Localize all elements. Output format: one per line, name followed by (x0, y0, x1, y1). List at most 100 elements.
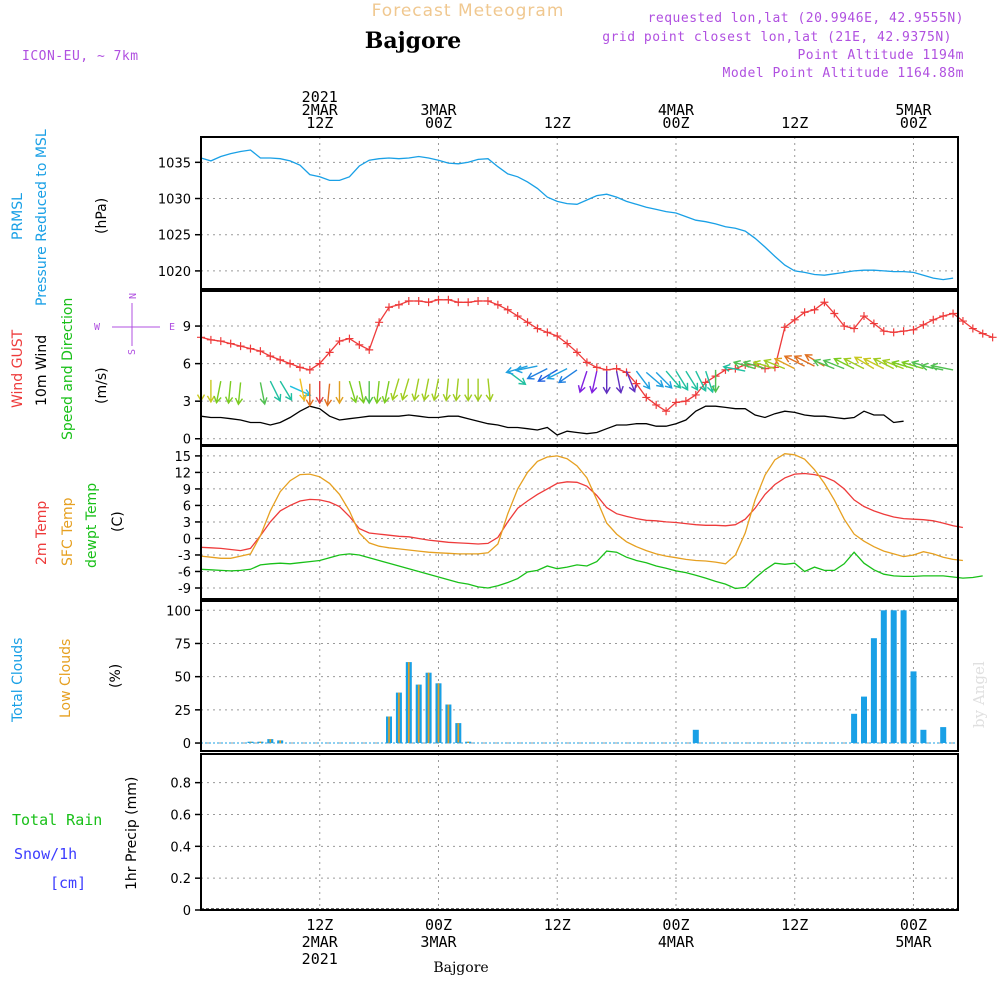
y-tick-label: 0 (183, 737, 191, 752)
wind-direction-arrow (763, 358, 786, 370)
total-cloud-bar (890, 610, 897, 743)
wind-direction-arrow (695, 370, 707, 393)
wind-direction-arrow (881, 358, 904, 370)
precip-panel: 0 0.2 0.4 0.6 0.8 (170, 753, 959, 919)
gust-marker (879, 327, 888, 336)
gust-marker (820, 298, 829, 307)
gust-marker (968, 324, 977, 333)
wind-direction-arrow (464, 378, 473, 402)
wind-direction-arrow (655, 371, 673, 389)
gust-marker (325, 348, 334, 357)
gust-marker (919, 320, 928, 329)
gust-marker (493, 300, 502, 309)
gust-marker (246, 344, 255, 353)
y-tick-label: 1035 (158, 156, 191, 171)
gust-marker (305, 365, 314, 374)
gust-marker (850, 324, 859, 333)
gust-marker (949, 309, 958, 318)
gust-marker (830, 309, 839, 318)
wind-label-gust: Wind GUST (10, 329, 26, 408)
gust-marker (424, 298, 433, 307)
y-tick-label: 3 (183, 395, 191, 410)
wind-direction-arrow (930, 362, 954, 371)
wind-direction-arrow (711, 369, 720, 394)
wind-direction-arrow (348, 380, 359, 404)
total-cloud-bar (851, 713, 858, 743)
top-axis-label: 5MAR (895, 101, 932, 119)
wind-direction-arrow (213, 380, 222, 405)
gust-marker (632, 379, 641, 388)
gust-marker (315, 359, 324, 368)
y-tick-label: 50 (174, 671, 191, 686)
pressure-labels: PRMSL Pressure Reduced to MSL (hPa) (10, 129, 110, 306)
y-tick-label: 0 (183, 433, 191, 448)
wind-direction-arrow (269, 380, 282, 403)
gust-marker (216, 337, 225, 346)
gust-marker (889, 328, 898, 337)
y-tick-label: 9 (183, 320, 191, 335)
pressure-label-1: PRMSL (10, 193, 26, 240)
y-tick-label: 0.8 (170, 777, 191, 792)
gust-marker (335, 337, 344, 346)
wind-direction-arrow (289, 385, 312, 397)
gust-marker (414, 297, 423, 306)
clouds-panel: 0 25 50 75 100 (166, 600, 959, 752)
low-cloud-bar (437, 683, 440, 743)
wind-direction-arrow (732, 360, 756, 370)
wind-direction-arrow (335, 381, 344, 405)
gust-marker (573, 348, 582, 357)
temp-label-sfc: SFC Temp (60, 497, 76, 566)
top-axis-label: 00Z (900, 114, 927, 132)
wind-direction-arrow (812, 358, 835, 370)
cloud-labels: Total Clouds Low Clouds (%) (10, 638, 124, 723)
top-axis-label: 00Z (425, 114, 452, 132)
model-name: ICON-EU, ~ 7km (22, 49, 139, 64)
total-cloud-bar (920, 729, 927, 744)
wind-direction-arrow (452, 378, 461, 402)
product-title: Forecast Meteogram (372, 1, 565, 21)
top-axis-label: 4MAR (658, 101, 695, 119)
gust-marker (523, 318, 532, 327)
wind-panel: 0 3 6 9 (183, 290, 997, 448)
wind-direction-arrow (315, 381, 324, 405)
gust-marker (909, 325, 918, 334)
gust-marker (691, 390, 700, 399)
pressure-label-2: Pressure Reduced to MSL (34, 129, 50, 306)
gust-marker (454, 298, 463, 307)
gust-marker (859, 312, 868, 321)
top-axis-label: 00Z (662, 114, 689, 132)
wind-direction-arrow (752, 360, 776, 370)
wind-direction-arrow (299, 378, 308, 402)
gust-marker (276, 355, 285, 364)
precip-labels: Total Rain Snow/1h [cm] 1hr Precip (mm) (12, 777, 140, 892)
requested-point: requested lon,lat (20.9946E, 42.9555N) (648, 11, 964, 26)
gust-marker (286, 359, 295, 368)
point-altitude: Point Altitude 1194m (797, 48, 964, 63)
wind-direction-arrow (602, 371, 611, 395)
low-cloud-bar (427, 672, 430, 744)
temp-unit: (C) (110, 511, 126, 532)
wind-labels: Wind GUST 10m Wind Speed and Direction (… (10, 293, 175, 440)
total-cloud-bar (900, 610, 907, 743)
bottom-axis-label: 5MAR (895, 933, 932, 951)
wind-direction-arrow (526, 367, 548, 380)
series-10m-wind-speed (200, 405, 904, 436)
bottom-axis-label: 12Z (306, 916, 333, 934)
gust-marker (295, 363, 304, 372)
panel-frame (200, 600, 959, 752)
total-cloud-bar (880, 610, 887, 743)
panel-frame (200, 290, 959, 446)
y-tick-label: 0 (183, 904, 191, 919)
precip-axis-label: 1hr Precip (mm) (124, 777, 140, 890)
gust-marker (543, 328, 552, 337)
gust-marker (474, 297, 483, 306)
wind-direction-arrow (862, 357, 885, 370)
wind-direction-arrow (279, 380, 293, 402)
top-axis-label: 2MAR (302, 101, 339, 119)
low-cloud-bar (259, 741, 262, 743)
pressure-unit: (hPa) (94, 198, 110, 234)
wind-direction-arrow (822, 358, 845, 370)
